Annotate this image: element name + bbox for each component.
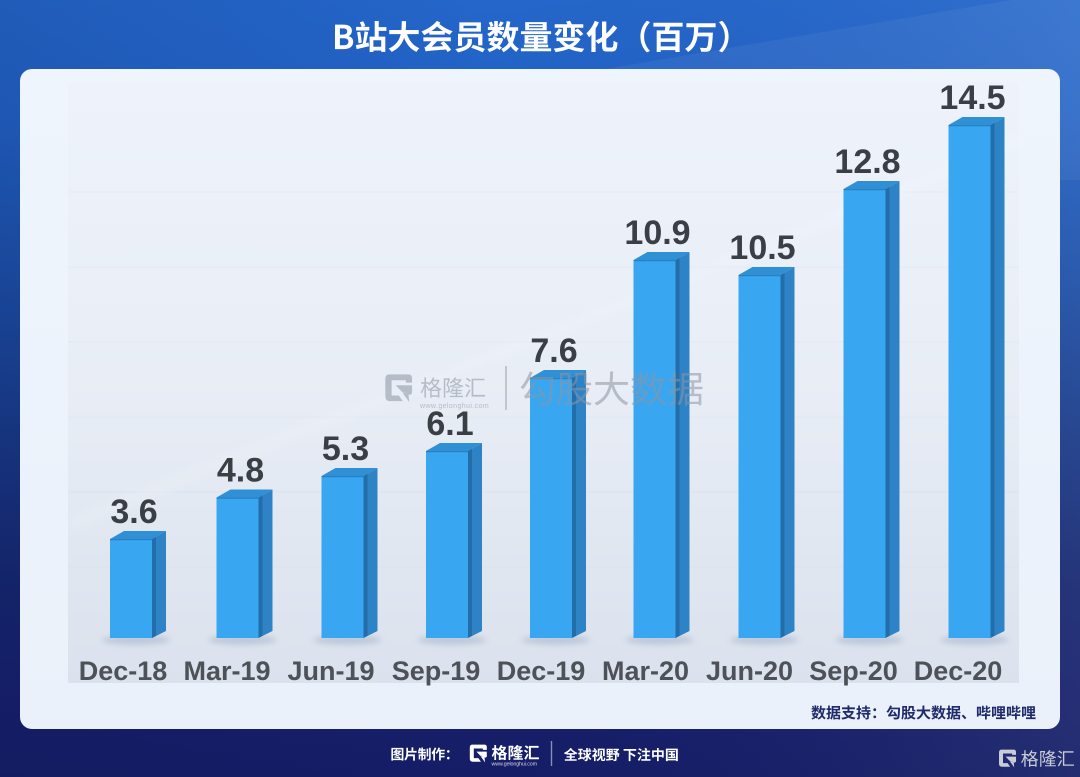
svg-text:www.gelonghui.com: www.gelonghui.com <box>419 403 489 410</box>
svg-text:Dec-19: Dec-19 <box>497 656 586 686</box>
svg-text:5.3: 5.3 <box>322 430 369 468</box>
svg-text:7.6: 7.6 <box>530 332 577 370</box>
svg-text:Sep-20: Sep-20 <box>809 656 898 686</box>
svg-text:Dec-18: Dec-18 <box>79 656 168 686</box>
svg-text:Mar-20: Mar-20 <box>602 656 689 686</box>
svg-text:10.9: 10.9 <box>624 214 690 252</box>
svg-text:Mar-19: Mar-19 <box>183 656 270 686</box>
svg-text:www.gelonghui.com: www.gelonghui.com <box>492 762 538 768</box>
svg-text:Dec-20: Dec-20 <box>914 656 1003 686</box>
svg-text:4.8: 4.8 <box>217 452 264 490</box>
svg-text:6.1: 6.1 <box>426 405 473 443</box>
svg-text:Jun-20: Jun-20 <box>706 656 793 686</box>
svg-text:3.6: 3.6 <box>110 493 157 531</box>
svg-text:14.5: 14.5 <box>939 79 1005 117</box>
svg-text:Jun-19: Jun-19 <box>287 656 374 686</box>
svg-text:10.5: 10.5 <box>729 229 795 267</box>
svg-text:Sep-19: Sep-19 <box>392 656 481 686</box>
svg-text:12.8: 12.8 <box>834 143 900 181</box>
